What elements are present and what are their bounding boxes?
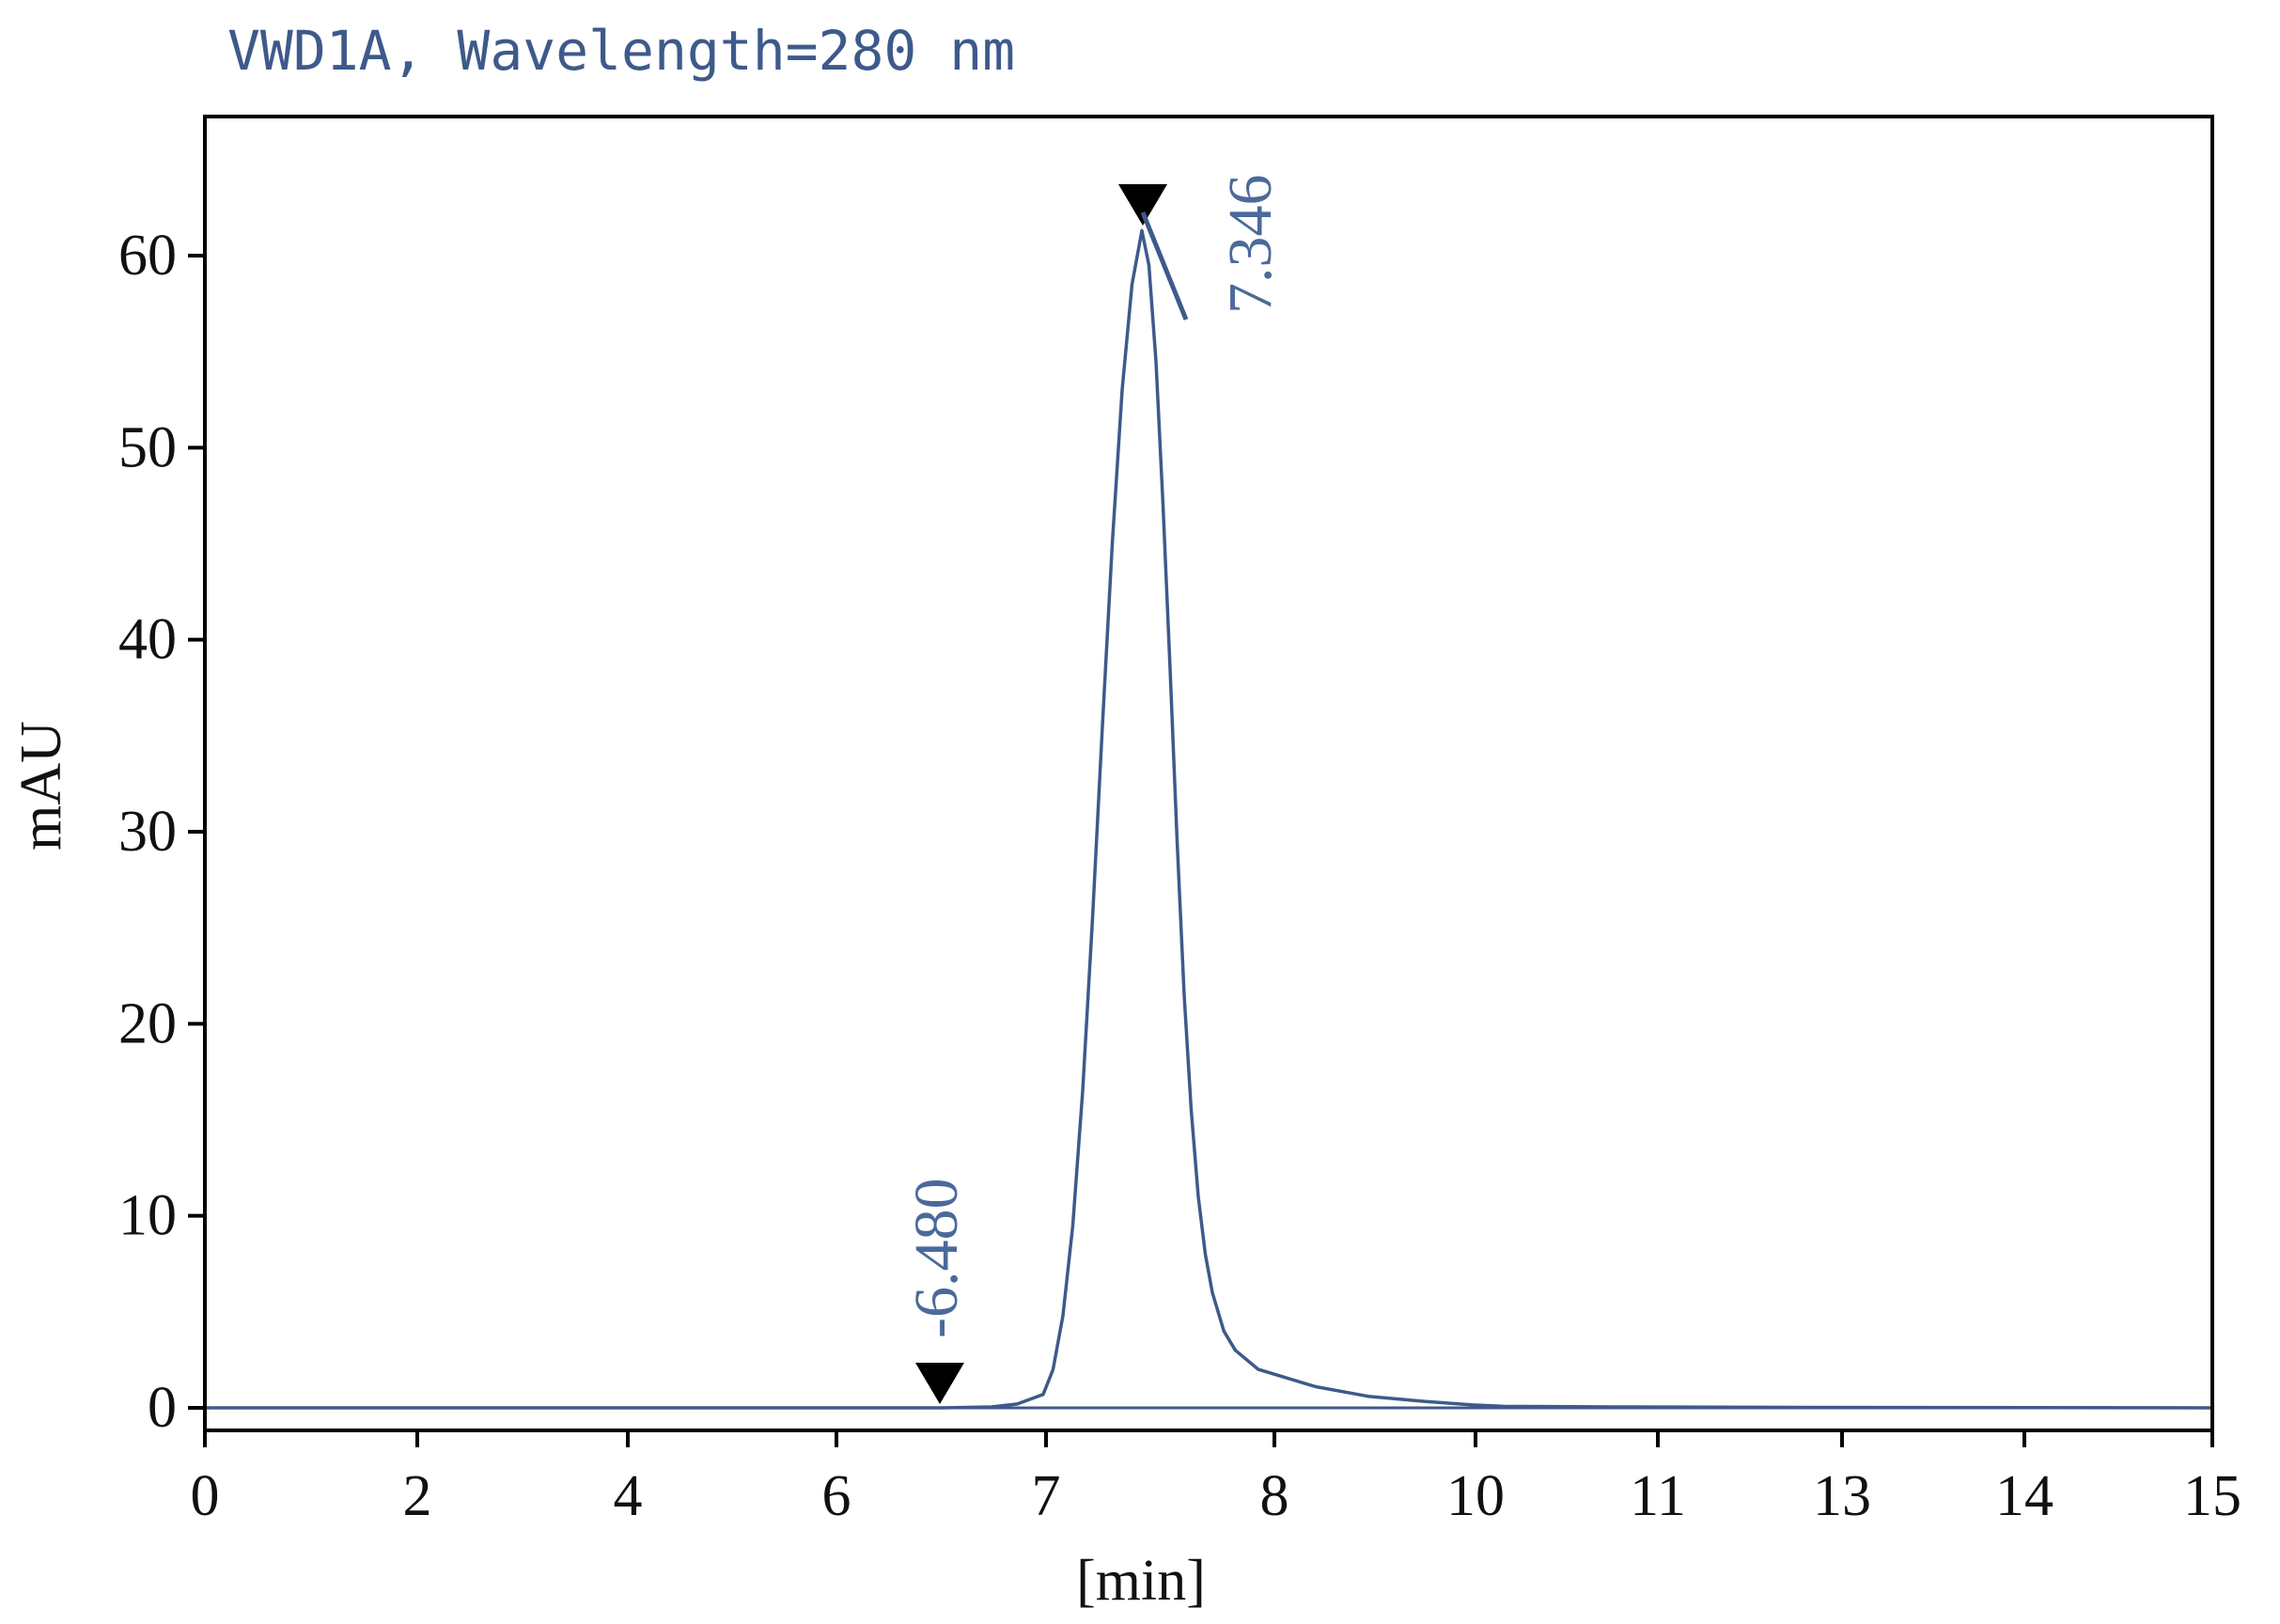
x-tick-label: 15 — [2183, 1464, 2241, 1528]
x-tick-label: 4 — [614, 1464, 643, 1528]
ticks-layer: 0 2 4 6 7 8 10 11 13 14 15 0 10 20 30 40 50 60 — [118, 224, 2241, 1528]
x-tick-label: 2 — [403, 1464, 432, 1528]
y-axis-label: mAU — [9, 721, 73, 851]
y-tick-label: 60 — [118, 224, 177, 288]
y-tick-label: 50 — [118, 415, 177, 479]
x-tick-label: 0 — [191, 1464, 220, 1528]
chart-title: VWD1A, Wavelength=280 nm — [227, 19, 1015, 83]
plot-frame — [203, 115, 2214, 1432]
chromatogram-trace — [205, 228, 2213, 1410]
peak-label-leader — [1140, 211, 1189, 320]
marks-layer: -6.480 7.346 — [205, 175, 2213, 1410]
x-tick-label: 8 — [1260, 1464, 1289, 1528]
peak-marker-start — [915, 1363, 964, 1404]
x-tick-label: 7 — [1032, 1464, 1061, 1528]
x-tick-label: 11 — [1630, 1464, 1686, 1528]
y-tick-label: 10 — [118, 1184, 177, 1248]
peak-label-7346: 7.346 — [1216, 175, 1285, 315]
x-tick-label: 13 — [1813, 1464, 1871, 1528]
y-tick-label: 20 — [118, 992, 177, 1055]
y-tick-label: 40 — [118, 608, 177, 672]
y-tick-label: 0 — [148, 1376, 177, 1440]
x-tick-label: 6 — [822, 1464, 851, 1528]
peak-label-6480: -6.480 — [902, 1179, 971, 1338]
x-tick-label: 10 — [1446, 1464, 1505, 1528]
peak-marker-apex — [1118, 184, 1167, 226]
x-tick-label: 14 — [1995, 1464, 2054, 1528]
y-tick-label: 30 — [118, 800, 177, 864]
x-axis-label: [min] — [1076, 1549, 1206, 1613]
